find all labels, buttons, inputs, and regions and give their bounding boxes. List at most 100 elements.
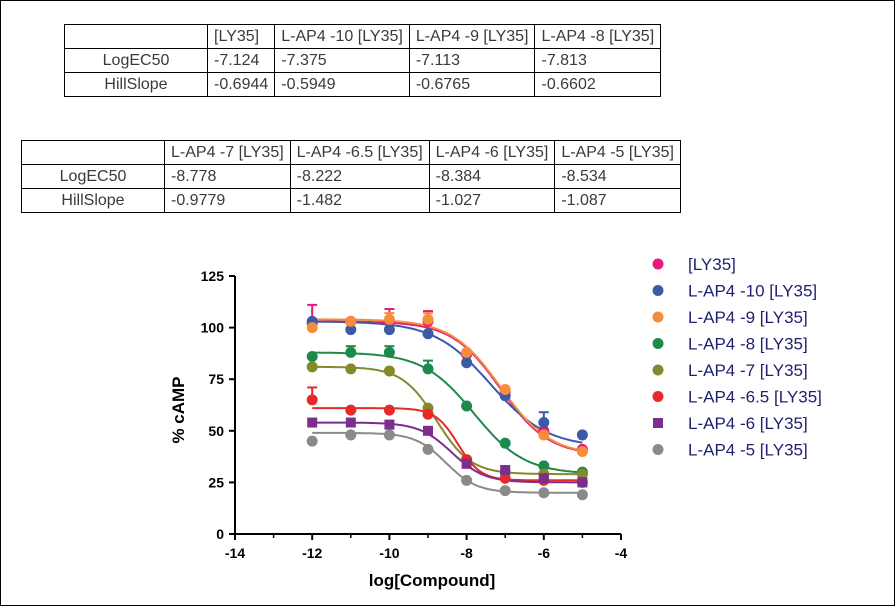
parameter-table-bottom: L-AP4 -7 [LY35] L-AP4 -6.5 [LY35] L-AP4 … [21,140,681,213]
data-point [423,425,433,436]
y-tick-label: 75 [208,371,224,387]
chart-legend: [LY35] L-AP4 -10 [LY35] L-AP4 -9 [LY35] L-A… [652,255,822,460]
data-point [345,404,357,416]
table-header-cell: [LY35] [206,24,276,49]
x-tick-label: -10 [379,545,399,561]
data-point [461,346,473,358]
data-point [306,435,318,447]
table-cell: -1.482 [289,188,430,213]
table-header-cell: L-AP4 -9 [LY35] [408,24,536,49]
table-cell: -0.6602 [534,72,662,97]
x-tick-label: -6 [538,545,551,561]
data-point [538,429,550,441]
data-point [538,460,550,472]
legend-marker [652,391,664,402]
data-points [306,303,588,501]
data-point [538,417,550,429]
y-tick-label: 0 [216,526,224,542]
y-tick-label: 25 [208,474,224,490]
data-point [461,474,473,486]
data-point [345,346,357,358]
legend-label: L-AP4 -7 [LY35] [688,361,808,380]
table-cell: -0.5949 [274,72,410,97]
legend-label: L-AP4 -10 [LY35] [688,282,817,301]
legend-marker [652,258,664,270]
data-point [576,429,588,441]
fit-curve [312,318,583,452]
data-point [383,313,395,325]
data-point [577,477,588,488]
data-point [499,384,511,396]
table-cell: -0.6765 [408,72,536,97]
fit-curves [312,318,583,494]
data-point [576,445,588,457]
data-point [345,417,356,428]
data-point [500,465,511,476]
table-cell: -8.384 [428,164,556,189]
data-point [345,429,357,441]
data-point [576,489,588,501]
data-point [307,417,318,428]
fit-curve [312,421,583,484]
y-axis-label: % cAMP [169,376,188,443]
legend-label: L-AP4 -6 [LY35] [688,414,808,433]
legend-marker [652,338,664,349]
data-point [383,404,395,416]
fit-curve [312,320,583,444]
table-cell: -1.087 [554,188,681,213]
fit-curve [312,407,583,482]
table-header-cell: L-AP4 -6.5 [LY35] [289,140,430,165]
x-tick-label: -8 [460,545,473,561]
data-point [383,429,395,441]
legend-label: L-AP4 -6.5 [LY35] [688,388,822,407]
table-row: HillSlope -0.9779 -1.482 -1.027 -1.087 [21,188,681,213]
legend-label: [LY35] [688,255,736,274]
table-cell: -7.113 [408,48,536,73]
data-point [306,394,318,406]
data-point [538,487,550,499]
data-point [383,365,395,377]
table-cell: -1.027 [428,188,556,213]
data-point [538,473,549,484]
data-point [422,328,434,340]
chart-axes: -14 -12 -10 -8 -6 -4 0 25 50 75 100 125 [201,268,628,561]
data-point [461,400,473,412]
table-cell: -8.222 [289,164,430,189]
data-point [306,350,318,362]
data-point [422,408,434,420]
legend-marker [652,285,664,296]
x-tick-label: -12 [302,545,322,561]
data-point [384,419,395,430]
fit-curve [312,365,583,476]
parameter-table-top: [LY35] L-AP4 -10 [LY35] L-AP4 -9 [LY35] … [64,24,662,97]
table-row: HillSlope -0.6944 -0.5949 -0.6765 -0.660… [64,72,662,97]
legend-marker [652,444,664,455]
table-cell: -8.778 [164,164,291,189]
data-point [306,322,318,334]
data-point [422,443,434,455]
data-point [306,361,318,373]
table-header-cell: L-AP4 -5 [LY35] [554,140,681,165]
data-point [345,315,357,327]
table-header-cell: L-AP4 -6 [LY35] [428,140,556,165]
legend-marker [652,311,664,323]
table-row-header: HillSlope [21,188,165,213]
data-point [461,357,473,369]
data-point [499,485,511,497]
table-row: LogEC50 -8.778 -8.222 -8.384 -8.534 [21,164,681,189]
legend-marker [653,418,663,428]
data-point [422,363,434,375]
data-point [383,346,395,358]
table-cell: -0.6944 [206,72,276,97]
table-cell: -7.124 [206,48,276,73]
y-tick-label: 50 [208,423,224,439]
table-cell: -7.375 [274,48,410,73]
data-point [499,437,511,449]
data-point [383,324,395,336]
data-point [461,458,472,469]
y-tick-label: 100 [201,320,225,336]
data-point [576,468,588,480]
y-tick-label: 125 [201,268,225,284]
x-tick-label: -14 [225,545,245,561]
fit-curve [312,351,583,474]
